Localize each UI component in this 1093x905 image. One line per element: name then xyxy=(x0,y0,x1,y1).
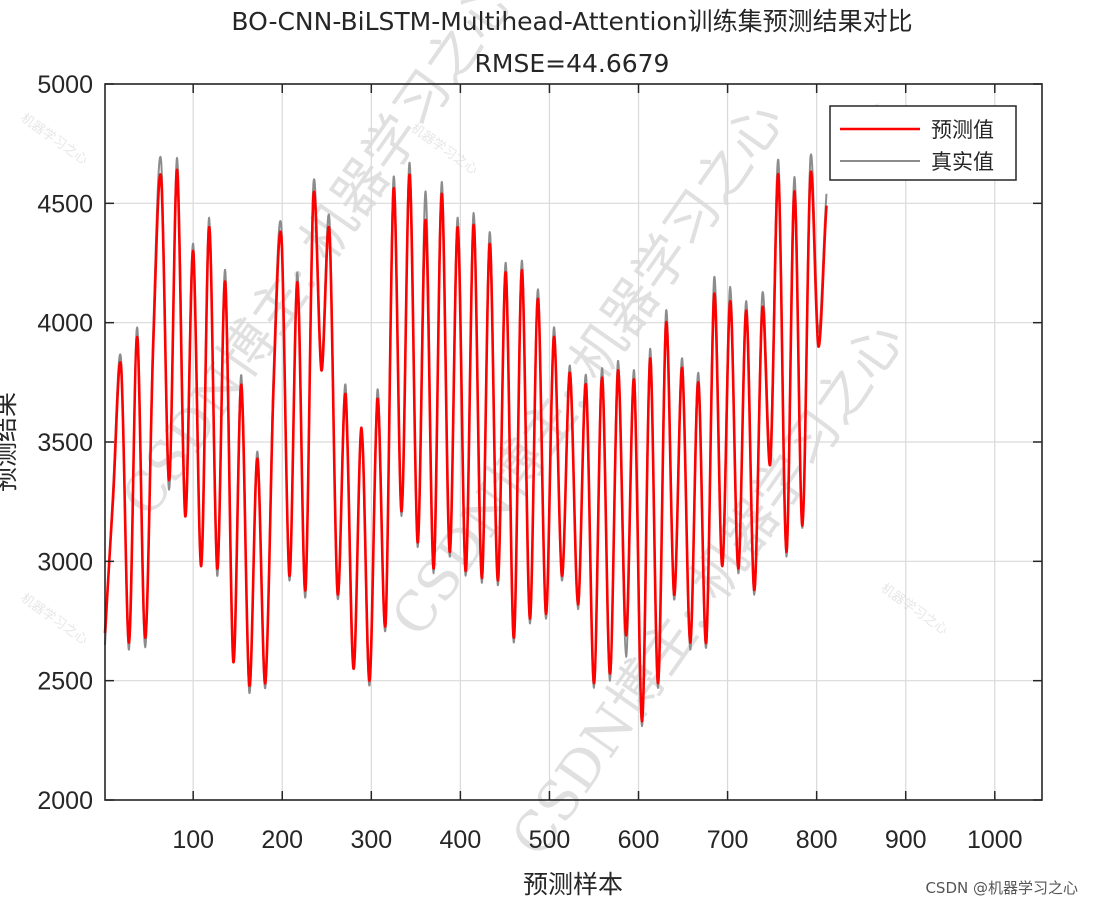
y-tick-label: 4500 xyxy=(37,190,93,218)
y-tick-label: 3500 xyxy=(37,429,93,457)
x-tick-label: 900 xyxy=(885,826,927,854)
x-tick-label: 1000 xyxy=(967,826,1023,854)
chart-subtitle: RMSE=44.6679 xyxy=(475,49,670,78)
credit-text: CSDN @机器学习之心 xyxy=(925,879,1078,897)
series-predicted xyxy=(103,168,828,723)
y-tick-label: 4000 xyxy=(37,310,93,338)
x-tick-label: 300 xyxy=(350,826,392,854)
legend-actual-label: 真实值 xyxy=(931,150,994,174)
x-tick-label: 400 xyxy=(440,826,482,854)
y-tick-label: 3000 xyxy=(37,548,93,576)
y-tick-labels: 2000 2500 3000 3500 4000 4500 5000 xyxy=(37,71,93,815)
x-tick-label: 500 xyxy=(529,826,571,854)
series-line-predicted xyxy=(103,168,828,723)
y-axis-label: 预测结果 xyxy=(0,392,20,492)
x-tick-label: 600 xyxy=(618,826,660,854)
y-tick-label: 2500 xyxy=(37,668,93,696)
x-tick-labels: 100 200 300 400 500 600 700 800 900 1000 xyxy=(172,826,1022,854)
x-tick-label: 700 xyxy=(707,826,749,854)
x-tick-label: 200 xyxy=(261,826,303,854)
y-tick-label: 5000 xyxy=(37,71,93,99)
legend-box xyxy=(829,105,1017,181)
axes-box xyxy=(104,83,1043,801)
watermark-small-1: 机器学习之心 xyxy=(18,110,91,168)
chart-title: BO-CNN-BiLSTM-Multihead-Attention训练集预测结果… xyxy=(231,7,912,36)
legend: 预测值 真实值 xyxy=(829,105,1017,181)
x-tick-label: 100 xyxy=(172,826,214,854)
y-tick-label: 2000 xyxy=(37,787,93,815)
x-tick-label: 800 xyxy=(796,826,838,854)
axes xyxy=(104,83,1043,801)
x-axis-label: 预测样本 xyxy=(523,870,623,899)
legend-predicted-label: 预测值 xyxy=(931,118,994,142)
watermark-small-4: 机器学习之心 xyxy=(18,590,91,648)
